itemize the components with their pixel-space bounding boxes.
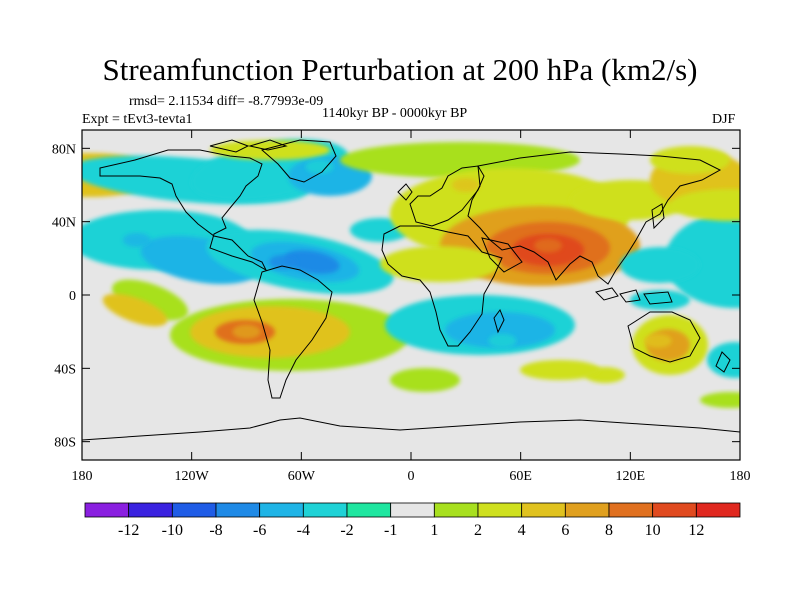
colorbar-label: 2 [474, 522, 482, 539]
feature-center [643, 333, 672, 348]
colorbar-label: 4 [518, 522, 526, 539]
feature-center [488, 333, 517, 348]
y-tick-label: 40N [52, 216, 76, 231]
colorbar-label: -6 [253, 522, 266, 539]
colorbar-label: -4 [297, 522, 310, 539]
colorbar-swatch [259, 502, 304, 518]
colorbar-label: 12 [688, 522, 704, 539]
stats-text: rmsd= 2.11534 diff= -8.77993e-09 [129, 94, 324, 109]
colorbar-label: -12 [118, 522, 139, 539]
contour-region [112, 279, 188, 321]
feature-center [534, 238, 563, 253]
coastlines [82, 139, 740, 441]
season-label: DJF [712, 112, 736, 127]
feature-center [269, 255, 298, 269]
colorbar-swatch [652, 502, 697, 518]
contour-region [380, 246, 500, 282]
contour-fields [82, 139, 740, 408]
colorbar-swatch [608, 502, 654, 518]
colorbar-label: -2 [340, 522, 353, 539]
x-tick-label: 60W [288, 469, 316, 484]
contour-region [445, 312, 555, 348]
colorbar-swatch [128, 502, 173, 518]
colorbar-swatch [84, 502, 130, 518]
colorbar-swatch [390, 502, 435, 518]
colorbar-swatch [695, 502, 741, 518]
y-tick-label: 0 [69, 289, 76, 304]
colorbar-swatch [521, 502, 566, 518]
contour-region [700, 392, 740, 408]
y-tick-label: 80S [54, 436, 76, 451]
colorbar-swatch [346, 502, 392, 518]
colorbar-swatch [477, 502, 523, 518]
colorbar-label: 1 [430, 522, 438, 539]
x-tick-label: 180 [72, 469, 93, 484]
colorbar-swatch [433, 502, 479, 518]
feature-center [122, 233, 151, 247]
x-tick-label: 120E [616, 469, 646, 484]
colorbar-swatch [215, 502, 261, 518]
contour-region [284, 250, 340, 274]
contour-region [650, 146, 730, 174]
contour-region [390, 368, 460, 392]
colorbar-label: -10 [162, 522, 183, 539]
x-tick-label: 180 [730, 469, 751, 484]
plot-title: Streamfunction Perturbation at 200 hPa (… [102, 52, 698, 87]
feature-center [451, 178, 480, 192]
x-tick-label: 0 [408, 469, 415, 484]
contour-region [707, 342, 740, 378]
contour-region [670, 189, 740, 221]
contour-region [520, 360, 600, 380]
y-tick-label: 40S [54, 362, 76, 377]
experiment-label: Expt = tEvt3-tevta1 [82, 112, 193, 127]
contour-region [620, 247, 700, 283]
colorbar-label: 10 [645, 522, 661, 539]
contour-region [102, 293, 168, 327]
colorbar-swatch [302, 502, 348, 518]
feature-center [305, 159, 334, 174]
period-label: 1140kyr BP - 0000kyr BP [322, 106, 468, 121]
colorbar-label: 6 [561, 522, 569, 539]
colorbar-label: -8 [209, 522, 222, 539]
x-tick-label: 120W [175, 469, 210, 484]
colorbar-swatch [171, 502, 217, 518]
colorbar-swatch [564, 502, 610, 518]
colorbar-label: -1 [384, 522, 397, 539]
contour-region [665, 212, 740, 308]
x-tick-label: 60E [509, 469, 532, 484]
feature-center [232, 324, 261, 339]
colorbar-label: 8 [605, 522, 613, 539]
y-tick-label: 80N [52, 142, 76, 157]
